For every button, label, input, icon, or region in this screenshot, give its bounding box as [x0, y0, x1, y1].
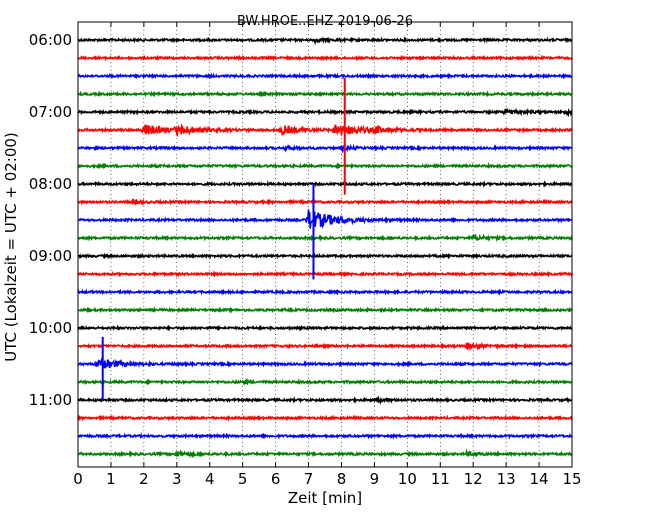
x-tick-label: 7 — [304, 470, 314, 488]
plot-frame — [77, 21, 573, 468]
trace-19 — [77, 377, 573, 386]
x-tick-label: 15 — [562, 470, 581, 488]
trace-1 — [77, 54, 573, 62]
x-tick-label: 2 — [139, 470, 149, 488]
x-tick-label: 5 — [238, 470, 248, 488]
x-tick-label: 13 — [497, 470, 516, 488]
x-tick-label: 1 — [106, 470, 116, 488]
trace-20 — [77, 395, 573, 406]
trace-12 — [77, 252, 573, 260]
trace-6 — [77, 143, 573, 154]
trace-9 — [77, 198, 573, 206]
trace-3 — [77, 90, 573, 98]
trace-0 — [77, 36, 573, 46]
x-tick-label: 10 — [398, 470, 417, 488]
y-tick-label: 08:00 — [29, 175, 72, 193]
trace-21 — [77, 414, 573, 422]
trace-13 — [77, 270, 573, 278]
x-tick-label: 0 — [73, 470, 83, 488]
trace-2 — [77, 72, 573, 80]
trace-18 — [77, 358, 573, 369]
trace-11 — [77, 233, 573, 243]
y-tick-label: 06:00 — [29, 31, 72, 49]
trace-17 — [77, 341, 573, 352]
x-tick-label: 14 — [530, 470, 549, 488]
ticks-layer: 0 1 2 3 4 5 6 7 8 9 10 11 12 13 14 1506:0007:0008:0009:… — [29, 22, 582, 488]
x-tick-label: 6 — [271, 470, 281, 488]
x-tick-label: 8 — [337, 470, 347, 488]
y-tick-label: 09:00 — [29, 247, 72, 265]
trace-14 — [77, 288, 573, 296]
y-tick-label: 11:00 — [29, 391, 72, 409]
x-tick-label: 9 — [370, 470, 380, 488]
trace-10 — [77, 209, 573, 230]
y-axis-label: UTC (Lokalzeit = UTC + 02:00) — [2, 132, 20, 362]
x-tick-label: 4 — [205, 470, 215, 488]
y-tick-label: 07:00 — [29, 103, 72, 121]
y-tick-label: 10:00 — [29, 319, 72, 337]
trace-15 — [77, 306, 573, 314]
trace-7 — [77, 162, 573, 170]
trace-4 — [77, 107, 573, 118]
x-axis-label: Zeit [min] — [288, 489, 362, 507]
trace-8 — [77, 179, 573, 188]
traces-layer — [77, 36, 573, 459]
trace-22 — [77, 432, 573, 440]
x-tick-label: 3 — [172, 470, 182, 488]
x-tick-label: 12 — [464, 470, 483, 488]
x-tick-label: 11 — [431, 470, 450, 488]
trace-23 — [77, 448, 573, 459]
trace-16 — [77, 324, 573, 332]
trace-5 — [77, 123, 573, 138]
